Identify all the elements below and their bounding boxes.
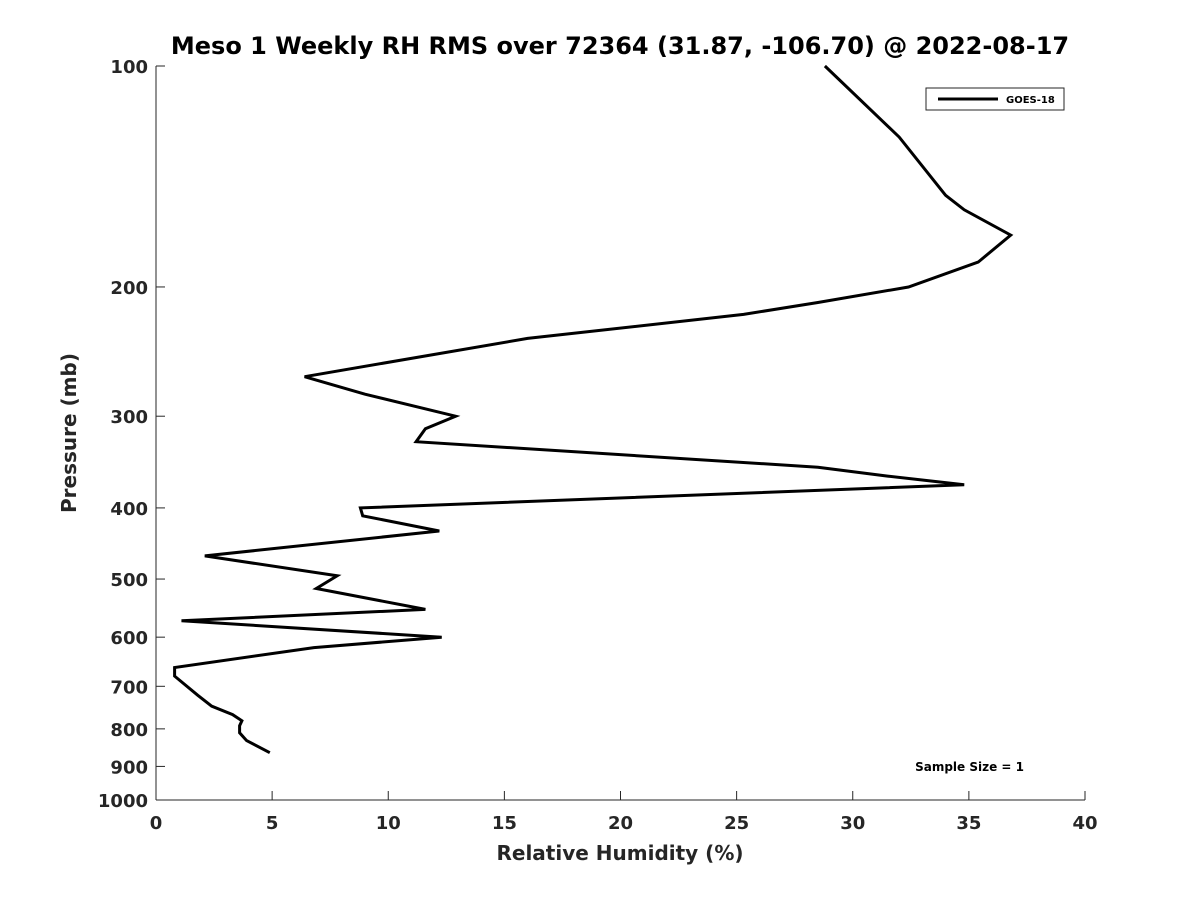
y-tick-label: 600 bbox=[110, 628, 148, 649]
x-tick-label: 30 bbox=[840, 813, 865, 834]
y-tick-label: 500 bbox=[110, 570, 148, 591]
y-axis-label: Pressure (mb) bbox=[57, 353, 81, 513]
legend: GOES-18 bbox=[925, 87, 1065, 111]
x-tick-label: 40 bbox=[1072, 813, 1097, 834]
x-axis-label: Relative Humidity (%) bbox=[496, 841, 743, 865]
x-tick-label: 5 bbox=[266, 813, 279, 834]
y-tick-label: 800 bbox=[110, 720, 148, 741]
x-tick-label: 35 bbox=[956, 813, 981, 834]
x-tick-label: 10 bbox=[376, 813, 401, 834]
y-tick-label: 100 bbox=[110, 57, 148, 78]
x-tick-label: 25 bbox=[724, 813, 749, 834]
x-tick-label: 15 bbox=[492, 813, 517, 834]
y-tick-label: 200 bbox=[110, 278, 148, 299]
y-tick-label: 1000 bbox=[98, 791, 148, 812]
plot-area: 0 5 10 15 20 25 30 35 40 100 200 300 400 500 600 700 800… bbox=[98, 57, 1098, 834]
y-tick-label: 300 bbox=[110, 407, 148, 428]
series-line-GOES-18 bbox=[173, 64, 1014, 755]
y-tick-label: 700 bbox=[110, 677, 148, 698]
x-tick-label: 20 bbox=[608, 813, 633, 834]
sample-size-annotation: Sample Size = 1 bbox=[915, 760, 1024, 774]
y-tick-label: 900 bbox=[110, 757, 148, 778]
chart-title: Meso 1 Weekly RH RMS over 72364 (31.87, … bbox=[171, 32, 1069, 60]
y-tick-label: 400 bbox=[110, 499, 148, 520]
legend-entry: GOES-18 bbox=[1006, 95, 1055, 106]
x-tick-label: 0 bbox=[150, 813, 163, 834]
